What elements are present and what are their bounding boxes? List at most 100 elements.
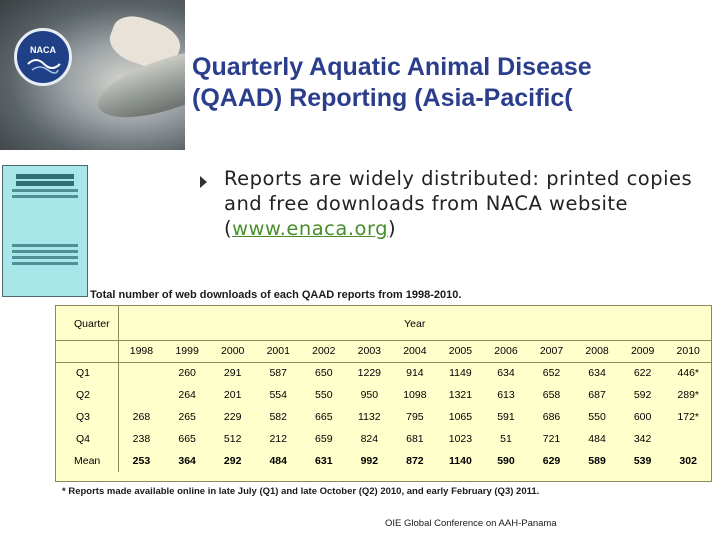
year-cell: 2004 [392,340,438,363]
table-cell: 591 [497,411,515,423]
downloads-table: Quarter Year 1998 1999 2000 2001 2002 2003 200… [55,305,712,482]
table-cell: 600 [633,411,652,423]
table-cell: 681 [406,433,424,445]
table-cell: 550 [315,389,333,401]
table-cell: 1321 [448,389,473,401]
row-label: Mean [56,450,119,472]
table-cell: 590 [497,455,515,467]
table-cell: 634 [588,367,606,380]
table-cell: 229 [223,411,242,423]
table-cell: 1023 [448,433,473,445]
table-cell: 1229 [357,367,382,380]
table-cell: 260 [178,367,196,380]
table-cell: 631 [315,455,333,467]
year-cell: 2007 [528,340,575,363]
table-cell: 613 [497,389,515,401]
year-cell: 2001 [255,340,302,363]
svg-text:NACA: NACA [30,45,56,55]
table-cell: 872 [406,455,424,467]
table-caption: Total number of web downloads of each QA… [90,289,462,301]
table-cell: 1140 [449,455,472,467]
table-cell [118,362,164,384]
slide-title: Quarterly Aquatic Animal Disease (QAAD) … [192,52,712,114]
year-cell: 2009 [619,340,666,363]
table-cell: 587 [269,367,287,380]
table-cell: 342 [633,433,652,445]
website-link[interactable]: www.enaca.org [232,217,389,240]
table-cell: 289* [677,389,699,401]
table-cell: 686 [542,411,561,423]
year-cell: 2003 [346,340,393,363]
table-cell: 1149 [449,367,472,380]
table-cell: 721 [542,433,561,445]
bullet-arrow-icon [200,176,207,188]
table-cell: 292 [223,455,242,467]
table-cell: 665 [178,433,196,445]
year-cell: 2000 [209,340,256,363]
table-cell: 268 [132,411,151,423]
row-label: Q2 [56,384,119,406]
years-header-row: 1998 1999 2000 2001 2002 2003 2004 2005 2006 2007… [56,340,711,363]
table-cell: 652 [542,367,561,380]
year-cell: 2002 [301,340,347,363]
table-cell [665,428,711,450]
table-cell: 634 [497,367,515,380]
table-cell: 622 [633,367,652,380]
row-label: Q1 [56,362,119,384]
table-cell: 253 [132,455,151,467]
table-cell: 512 [223,433,242,445]
table-cell: 554 [269,389,287,401]
table-cell: 950 [360,389,379,401]
conference-label: OIE Global Conference on AAH-Panama [385,518,557,529]
table-cell: 1098 [403,389,427,401]
table-cell [118,384,164,406]
table-cell: 238 [132,433,151,445]
table-cell: 914 [406,367,424,380]
table-cell: 550 [588,411,606,423]
report-cover-image [2,165,88,297]
table-cell: 539 [633,455,652,467]
table-cell: 484 [588,433,606,445]
bullet-item: Reports are widely distributed: printed … [200,166,705,241]
header-photo: NACA [0,0,185,150]
table-cell: 51 [500,433,512,445]
table-row: Mean 253 364 292 484 631 992 872 1140 590 629 589 53… [56,450,711,472]
table-cell: 659 [315,433,333,445]
table-cell: 446* [677,367,699,380]
table-cell: 629 [542,455,561,467]
naca-logo: NACA [14,28,72,86]
table-row: Q1 260 291 587 650 1229 914 1149 634 652 634 622 446… [56,362,711,384]
year-cell: 2010 [665,340,711,363]
table-cell: 212 [269,433,287,445]
year-cell: 2005 [437,340,484,363]
table-row: Q2 264 201 554 550 950 1098 1321 613 658 687 592 289… [56,384,711,406]
table-cell: 589 [588,455,606,467]
table-cell: 201 [223,389,242,401]
table-cell: 172* [677,411,699,423]
row-label: Q4 [56,428,119,450]
table-cell: 302 [679,455,697,467]
year-cell: 2008 [574,340,620,363]
table-cell: 364 [178,455,196,467]
table-cell: 291 [223,367,242,380]
table-cell: 992 [360,455,379,467]
table-cell: 795 [406,411,424,423]
table-cell: 824 [360,433,379,445]
table-cell: 592 [633,389,652,401]
table-cell: 665 [315,411,333,423]
footnote: * Reports made available online in late … [62,486,540,497]
table-cell: 658 [542,389,561,401]
table-row: Q3 268 265 229 582 665 1132 795 1065 591 686 550 600… [56,406,711,428]
bullet-text: Reports are widely distributed: printed … [224,166,705,241]
year-cell: 1998 [118,340,165,363]
row-label: Q3 [56,406,119,428]
title-line-2: (QAAD) Reporting (Asia-Pacific( [192,84,573,112]
table-cell: 264 [178,389,196,401]
year-cell: 1999 [164,340,210,363]
table-cell: 265 [178,411,196,423]
quarter-header: Quarter [56,306,119,341]
table-row: Q4 238 665 512 212 659 824 681 1023 51 721 484 342 [56,428,711,450]
bullet-text-body: Reports are widely distributed: printed … [224,167,693,240]
table-cell: 650 [315,367,333,380]
naca-logo-icon: NACA [27,45,61,74]
